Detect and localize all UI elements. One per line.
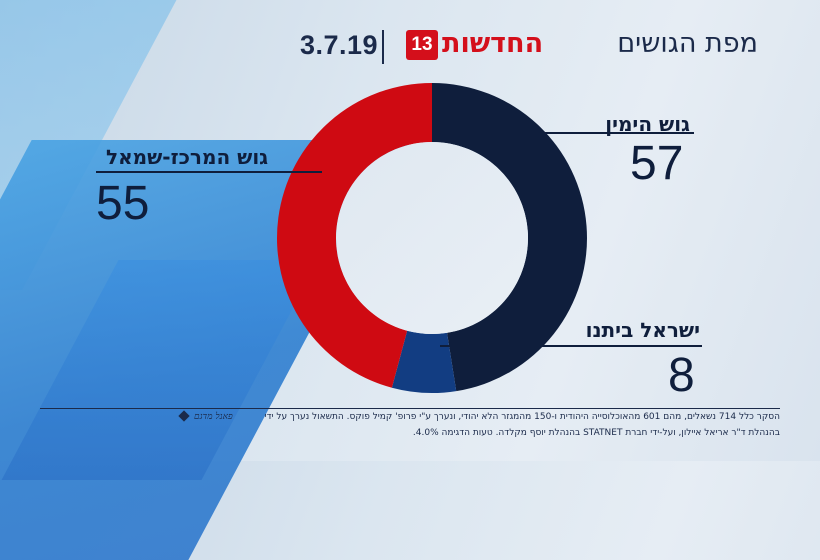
date-label: 3.7.19 [300, 30, 379, 60]
page-title: מפת הגושים [617, 28, 758, 59]
channel-logo: 13 [406, 30, 438, 60]
right-bloc-leader-line [514, 132, 694, 134]
donut-chart [276, 83, 587, 393]
brand-name: החדשות [442, 28, 544, 59]
center-left-bloc-leader-line [96, 171, 322, 173]
header-divider [382, 30, 384, 64]
footer-methodology-line2: בהנהלת ד"ר אריאל איילון, ועל-ידי חברת ST… [412, 428, 780, 438]
yisrael-beiteinu-value: 8 [668, 349, 695, 402]
right-bloc-value: 57 [630, 137, 684, 190]
center-left-bloc-label: גוש המרכז-שמאל [106, 145, 269, 169]
donut-slice-0 [432, 83, 587, 392]
donut-slice-2 [276, 83, 432, 388]
donut-hole [336, 142, 528, 334]
panel-credit: פאנל מדגם [194, 412, 233, 422]
footer-methodology-line1: הסקר כלל 714 נשאלים, מהם 601 מהאוכלוסייה… [264, 412, 780, 422]
footer-rule [40, 408, 780, 409]
center-left-bloc-value: 55 [96, 177, 150, 230]
yisrael-beiteinu-label: ישראל ביתנו [585, 318, 700, 342]
yisrael-beiteinu-leader-line [440, 345, 702, 347]
